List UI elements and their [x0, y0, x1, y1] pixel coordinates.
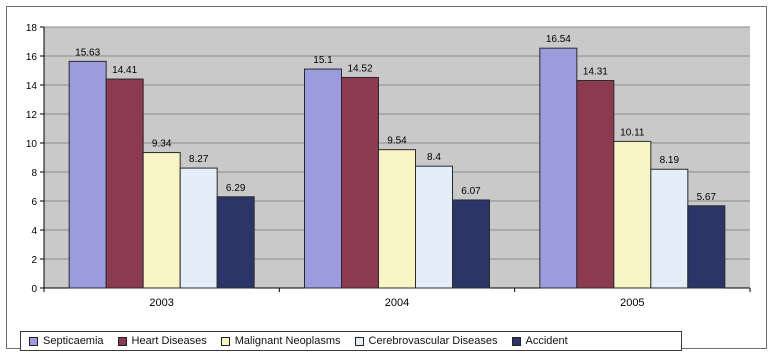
y-tick-label: 18	[26, 23, 38, 34]
data-label: 15.63	[75, 47, 100, 58]
data-label: 15.1	[313, 55, 333, 66]
bar	[341, 76, 379, 289]
data-label: 16.54	[546, 34, 571, 45]
bar	[576, 80, 615, 289]
x-tick-label: 2004	[385, 297, 409, 309]
bar	[378, 149, 416, 289]
x-tick-label: 2005	[620, 297, 644, 309]
y-tick-label: 6	[31, 197, 37, 208]
legend-label: Malignant Neoplasms	[234, 335, 341, 347]
bar	[452, 199, 490, 289]
legend-swatch	[29, 336, 38, 346]
bar	[415, 165, 453, 289]
data-label: 14.31	[583, 67, 608, 78]
bar	[105, 78, 144, 289]
legend-item: Heart Diseases	[117, 335, 207, 347]
y-tick-label: 2	[31, 255, 37, 266]
data-label: 14.52	[347, 63, 372, 74]
bar	[68, 60, 107, 289]
legend-label: Heart Diseases	[131, 335, 207, 347]
data-label: 6.29	[226, 183, 246, 194]
data-label: 8.19	[660, 155, 680, 166]
data-label: 9.54	[387, 136, 407, 147]
data-label: 8.27	[189, 154, 209, 165]
bar	[687, 205, 726, 289]
y-tick-label: 14	[26, 81, 38, 92]
data-label: 10.11	[620, 127, 645, 138]
legend-item: Cerebrovascular Diseases	[354, 335, 498, 347]
bar	[142, 152, 181, 289]
data-label: 14.41	[112, 65, 137, 76]
legend-item: Malignant Neoplasms	[220, 335, 341, 347]
bar	[539, 47, 578, 289]
data-label: 8.4	[427, 152, 441, 163]
x-tick-label: 2003	[149, 297, 173, 309]
legend-item: Septicaemia	[29, 335, 104, 347]
legend-swatch	[220, 336, 230, 346]
legend-item: Accident	[511, 335, 568, 347]
legend-label: Septicaemia	[43, 335, 104, 347]
y-tick-label: 16	[26, 52, 38, 63]
data-label: 9.34	[152, 139, 172, 150]
legend-swatch	[511, 336, 521, 346]
bar	[304, 68, 342, 289]
legend-label: Accident	[525, 335, 568, 347]
legend-label: Cerebrovascular Diseases	[368, 335, 498, 347]
data-label: 5.67	[697, 192, 717, 203]
legend-swatch	[117, 336, 127, 346]
legend: Septicaemia Heart Diseases Malignant Neopl…	[20, 331, 682, 351]
legend-swatch	[354, 336, 364, 346]
bar	[179, 167, 218, 289]
y-tick-label: 12	[26, 110, 38, 121]
bar	[613, 140, 652, 289]
bar	[650, 168, 689, 289]
y-tick-label: 8	[31, 168, 37, 179]
y-tick-label: 4	[31, 226, 37, 237]
data-label: 6.07	[461, 186, 481, 197]
y-tick-label: 0	[31, 284, 37, 295]
y-tick-label: 10	[26, 139, 38, 150]
bar	[216, 196, 255, 289]
